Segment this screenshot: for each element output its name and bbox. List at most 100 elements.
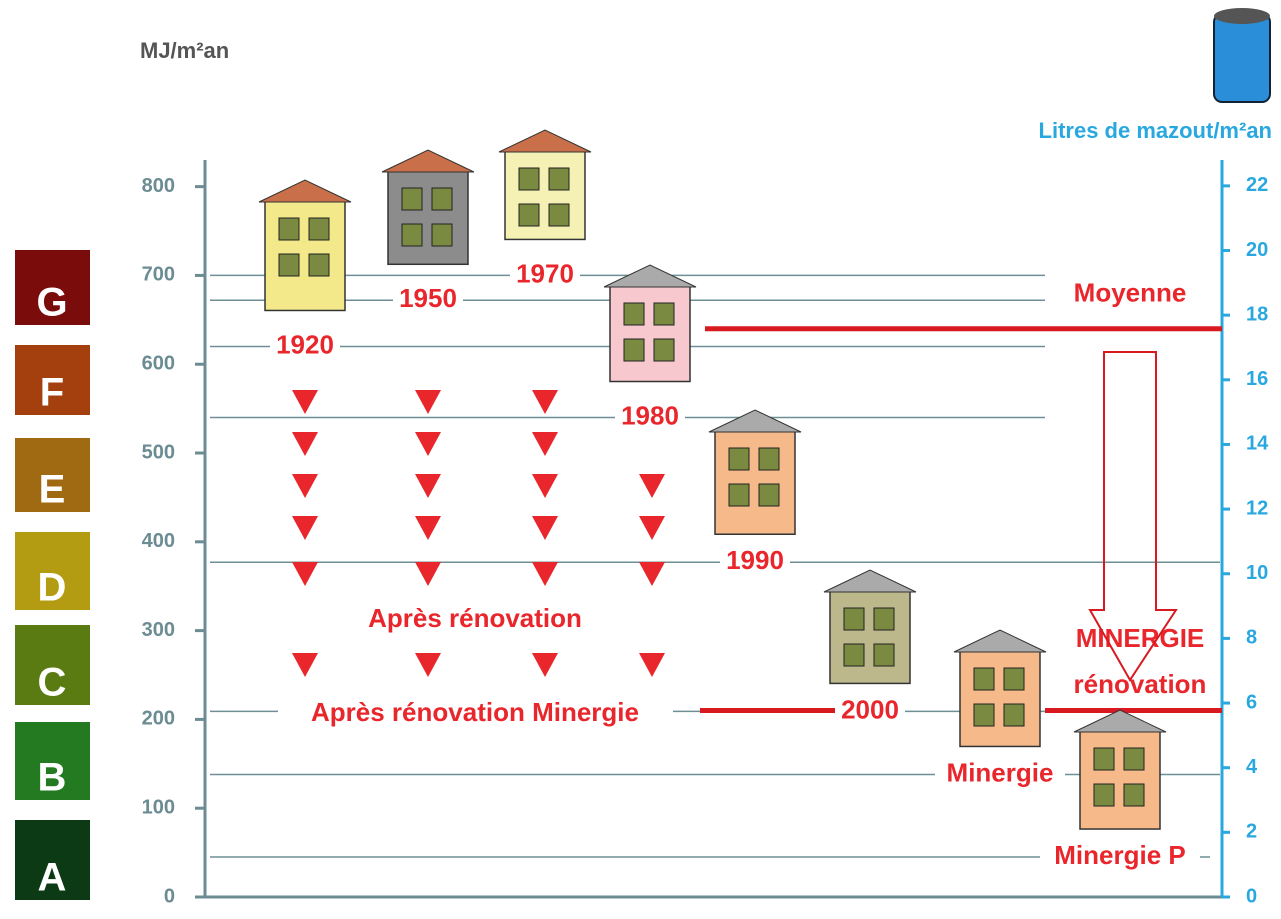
window — [518, 203, 540, 227]
reduction-arrow — [292, 653, 318, 677]
roof — [1073, 709, 1167, 733]
window — [1093, 747, 1115, 771]
roof — [953, 629, 1047, 653]
reduction-arrow — [415, 516, 441, 540]
reduction-arrow — [639, 653, 665, 677]
window — [728, 447, 750, 471]
reduction-arrow — [292, 474, 318, 498]
window — [758, 447, 780, 471]
window — [758, 483, 780, 507]
label-bg — [835, 695, 905, 728]
class-box — [15, 438, 90, 512]
building — [603, 264, 697, 383]
label-bg — [615, 401, 685, 434]
class-label: F — [40, 371, 64, 415]
window — [1003, 703, 1025, 727]
y2-axis-title: Litres de mazout/m²an — [1039, 118, 1272, 143]
y-tick-label: 500 — [142, 441, 175, 463]
building-body — [714, 429, 796, 535]
class-label: C — [38, 661, 67, 705]
building-body — [829, 589, 911, 685]
y2-tick-label: 12 — [1246, 497, 1268, 519]
window — [308, 253, 330, 277]
building-body — [959, 649, 1041, 748]
class-box — [15, 532, 90, 610]
reference-label: Moyenne — [1074, 278, 1187, 308]
y-tick-label: 300 — [142, 619, 175, 641]
building — [708, 409, 802, 535]
class-box — [15, 722, 90, 800]
class-box — [15, 625, 90, 705]
reduction-arrow — [415, 653, 441, 677]
y-axis-title: MJ/m²an — [140, 38, 229, 63]
y-tick-label: 200 — [142, 708, 175, 730]
roof — [708, 409, 802, 433]
class-box — [15, 820, 90, 900]
window — [431, 223, 453, 247]
reduction-arrow — [532, 390, 558, 414]
building-label: 2000 — [841, 694, 899, 724]
y2-tick-label: 10 — [1246, 562, 1268, 584]
building — [823, 569, 917, 685]
roof — [823, 569, 917, 593]
y-tick-label: 600 — [142, 353, 175, 375]
y2-tick-label: 18 — [1246, 303, 1268, 325]
window — [843, 607, 865, 631]
oil-barrel — [1213, 8, 1271, 103]
reduction-arrow — [639, 562, 665, 586]
y2-tick-label: 6 — [1246, 691, 1257, 713]
window — [873, 643, 895, 667]
window — [1093, 783, 1115, 807]
y2-tick-label: 22 — [1246, 174, 1268, 196]
roof — [381, 149, 475, 173]
class-label: A — [38, 856, 67, 900]
building-label: 1990 — [726, 545, 784, 575]
label-bg — [393, 284, 463, 317]
class-box — [15, 345, 90, 415]
window — [431, 187, 453, 211]
window — [548, 167, 570, 191]
window — [401, 187, 423, 211]
window — [623, 338, 645, 362]
building-label: Minergie — [947, 757, 1054, 787]
roof — [258, 179, 352, 203]
reduction-arrow — [292, 390, 318, 414]
class-label: E — [39, 468, 66, 512]
y2-tick-label: 4 — [1246, 756, 1258, 778]
label-bg — [270, 330, 340, 363]
reduction-arrow — [415, 562, 441, 586]
window — [973, 667, 995, 691]
reference-label: rénovation — [1074, 669, 1207, 699]
reference-label: MINERGIE — [1076, 623, 1205, 653]
label-bg — [278, 697, 673, 731]
reduction-arrow — [292, 432, 318, 456]
window — [278, 217, 300, 241]
window — [973, 703, 995, 727]
building — [258, 179, 352, 312]
building-label: 1970 — [516, 258, 574, 288]
building-label: 1920 — [276, 329, 334, 359]
building — [1073, 709, 1167, 830]
window — [653, 302, 675, 326]
label-bg — [720, 546, 790, 579]
window — [1003, 667, 1025, 691]
class-label: B — [38, 756, 67, 800]
window — [873, 607, 895, 631]
label-bg — [510, 259, 580, 292]
reduction-arrow — [532, 653, 558, 677]
building-body — [387, 169, 469, 266]
class-label: G — [36, 281, 67, 325]
window — [518, 167, 540, 191]
y2-tick-label: 2 — [1246, 821, 1257, 843]
reduction-arrow — [639, 474, 665, 498]
annotation: Après rénovation Minergie — [311, 697, 639, 727]
y-tick-label: 800 — [142, 175, 175, 197]
reduction-arrow — [292, 516, 318, 540]
building — [953, 629, 1047, 748]
reduction-arrow — [415, 390, 441, 414]
y2-tick-label: 0 — [1246, 885, 1257, 907]
building — [381, 149, 475, 266]
window — [401, 223, 423, 247]
reduction-arrow — [639, 516, 665, 540]
